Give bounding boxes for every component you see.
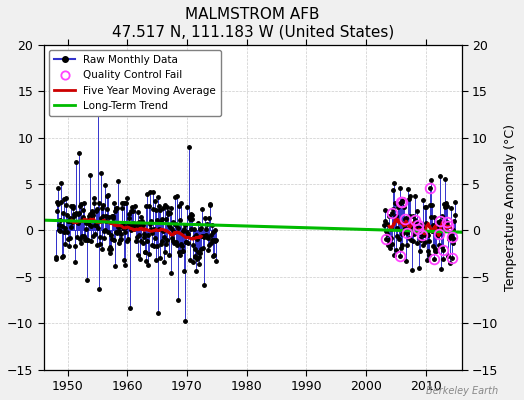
Title: MALMSTROM AFB
47.517 N, 111.183 W (United States): MALMSTROM AFB 47.517 N, 111.183 W (Unite…: [112, 7, 394, 39]
Text: Berkeley Earth: Berkeley Earth: [425, 386, 498, 396]
Y-axis label: Temperature Anomaly (°C): Temperature Anomaly (°C): [504, 124, 517, 291]
Legend: Raw Monthly Data, Quality Control Fail, Five Year Moving Average, Long-Term Tren: Raw Monthly Data, Quality Control Fail, …: [49, 50, 221, 116]
